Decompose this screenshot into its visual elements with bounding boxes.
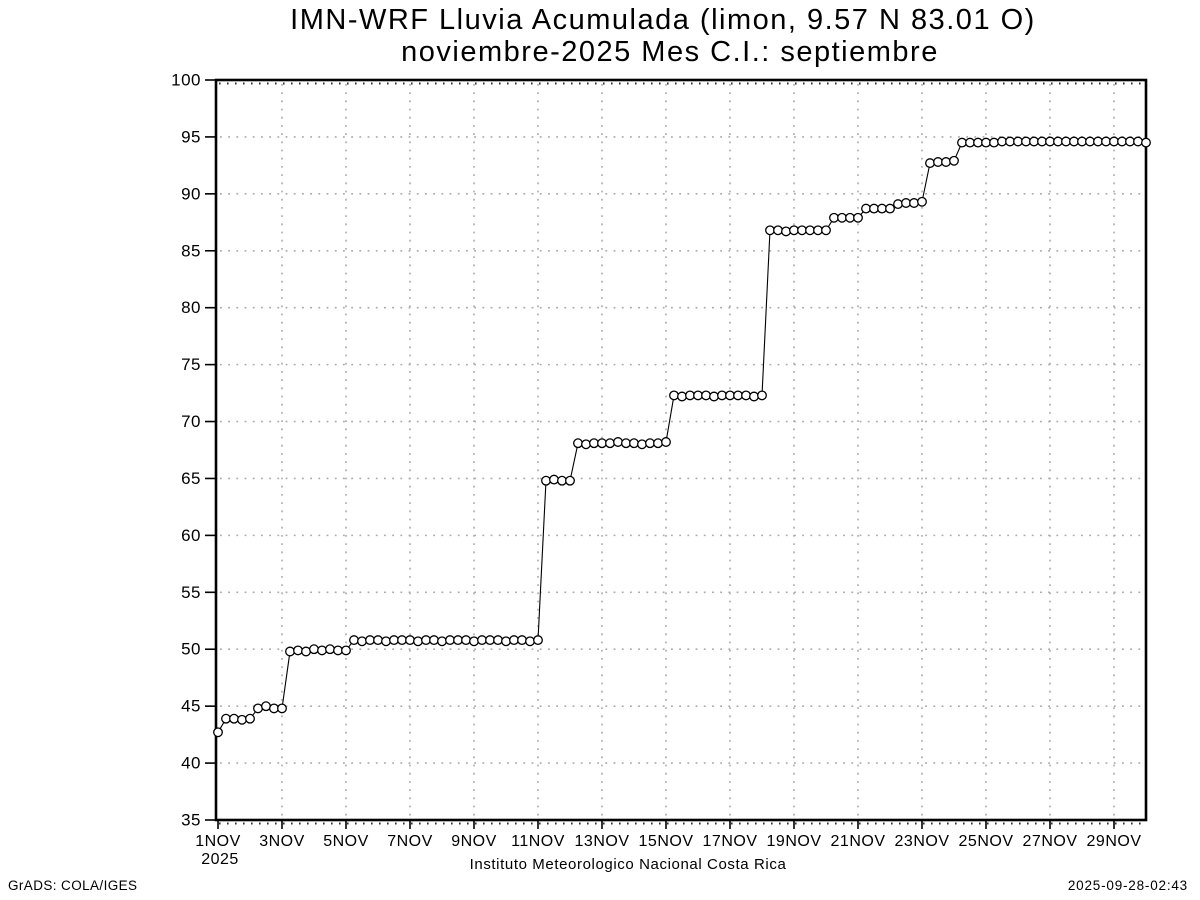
svg-text:27NOV: 27NOV xyxy=(1023,833,1078,850)
svg-text:21NOV: 21NOV xyxy=(831,833,886,850)
x-axis-ticks xyxy=(217,821,1115,829)
svg-text:29NOV: 29NOV xyxy=(1087,833,1142,850)
svg-text:25NOV: 25NOV xyxy=(959,833,1014,850)
plot-border xyxy=(214,78,1148,822)
svg-text:60: 60 xyxy=(181,526,201,545)
svg-text:70: 70 xyxy=(181,412,201,431)
svg-text:35: 35 xyxy=(181,811,201,830)
svg-text:65: 65 xyxy=(181,469,201,488)
svg-text:3NOV: 3NOV xyxy=(259,833,305,850)
svg-text:45: 45 xyxy=(181,697,201,716)
svg-text:7NOV: 7NOV xyxy=(387,833,433,850)
svg-text:9NOV: 9NOV xyxy=(451,833,497,850)
svg-text:5NOV: 5NOV xyxy=(323,833,369,850)
y-axis-labels: 35 40 45 50 55 60 65 70 75 80 85 90 95 100 xyxy=(171,71,201,830)
x-axis-caption: Instituto Meteorologico Nacional Costa R… xyxy=(469,856,787,873)
svg-text:55: 55 xyxy=(181,583,201,602)
svg-text:75: 75 xyxy=(181,355,201,374)
svg-text:85: 85 xyxy=(181,241,201,260)
svg-text:80: 80 xyxy=(181,298,201,317)
svg-text:13NOV: 13NOV xyxy=(575,833,630,850)
svg-text:19NOV: 19NOV xyxy=(767,833,822,850)
chart-title: IMN-WRF Lluvia Acumulada (limon, 9.57 N … xyxy=(290,4,1036,36)
timestamp-label: 2025-09-28-02:43 xyxy=(1067,878,1188,893)
svg-text:95: 95 xyxy=(181,127,201,146)
series-markers xyxy=(213,136,1151,738)
svg-text:11NOV: 11NOV xyxy=(511,833,565,850)
svg-text:50: 50 xyxy=(181,640,201,659)
svg-text:2025: 2025 xyxy=(201,851,239,868)
y-axis-ticks xyxy=(205,79,215,821)
grads-credit-label: GrADS: COLA/IGES xyxy=(8,878,138,893)
gridlines xyxy=(220,84,1144,818)
minor-tick-rows xyxy=(219,82,1144,825)
svg-text:23NOV: 23NOV xyxy=(895,833,950,850)
chart-subtitle: noviembre-2025 Mes C.I.: septiembre xyxy=(401,36,939,68)
svg-text:1NOV: 1NOV xyxy=(195,833,241,850)
svg-text:17NOV: 17NOV xyxy=(703,833,758,850)
svg-text:100: 100 xyxy=(171,71,201,90)
svg-text:90: 90 xyxy=(181,184,201,203)
svg-text:40: 40 xyxy=(181,754,201,773)
svg-text:15NOV: 15NOV xyxy=(639,833,694,850)
